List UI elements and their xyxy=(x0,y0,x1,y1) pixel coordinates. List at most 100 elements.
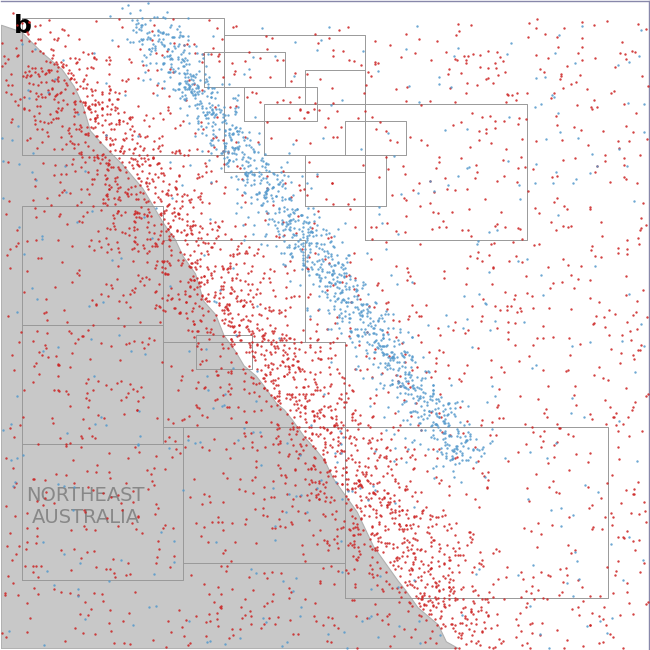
Point xyxy=(410,534,421,544)
Point xyxy=(185,282,195,293)
Point xyxy=(414,33,424,44)
Point xyxy=(219,400,229,410)
Point xyxy=(271,424,281,434)
Point xyxy=(332,363,342,374)
Point xyxy=(261,157,272,168)
Point xyxy=(256,153,266,164)
Point xyxy=(341,396,352,407)
Point xyxy=(344,326,355,337)
Point xyxy=(466,606,476,617)
Point xyxy=(125,111,135,122)
Point xyxy=(221,444,231,454)
Point xyxy=(192,82,203,92)
Point xyxy=(206,92,216,102)
Point xyxy=(434,411,444,422)
Point xyxy=(168,231,178,242)
Point xyxy=(0,57,10,68)
Point xyxy=(25,70,36,81)
Point xyxy=(70,623,80,634)
Point xyxy=(307,355,318,365)
Point xyxy=(330,420,341,430)
Point xyxy=(135,153,146,163)
Point xyxy=(394,587,404,597)
Point xyxy=(18,287,29,297)
Point xyxy=(233,240,243,251)
Point xyxy=(415,601,426,611)
Point xyxy=(49,170,60,181)
Point xyxy=(280,469,290,480)
Point xyxy=(294,105,305,115)
Point xyxy=(184,59,194,70)
Point xyxy=(531,136,541,146)
Point xyxy=(332,105,343,116)
Point xyxy=(416,380,426,390)
Point xyxy=(165,220,176,231)
Point xyxy=(348,194,359,205)
Point xyxy=(222,157,233,168)
Point xyxy=(85,107,96,117)
Point xyxy=(491,176,502,187)
Point xyxy=(283,242,294,253)
Point xyxy=(149,135,159,146)
Point xyxy=(216,281,226,291)
Point xyxy=(439,410,449,420)
Point xyxy=(74,64,85,74)
Point xyxy=(150,238,161,248)
Point xyxy=(592,161,603,171)
Point xyxy=(419,567,430,577)
Point xyxy=(66,565,76,575)
Point xyxy=(401,211,411,222)
Point xyxy=(372,486,382,497)
Point xyxy=(121,339,131,350)
Point xyxy=(2,250,12,260)
Point xyxy=(257,612,268,623)
Point xyxy=(443,68,454,79)
Point xyxy=(280,305,290,315)
Point xyxy=(61,385,72,396)
Point xyxy=(259,303,270,313)
Point xyxy=(230,109,240,120)
Point xyxy=(183,431,193,441)
Point xyxy=(195,190,205,201)
Point xyxy=(384,608,394,619)
Point xyxy=(602,562,612,573)
Point xyxy=(621,53,632,64)
Point xyxy=(444,480,454,491)
Point xyxy=(266,326,277,336)
Point xyxy=(56,105,66,115)
Point xyxy=(186,258,196,268)
Point xyxy=(250,354,260,365)
Point xyxy=(419,387,430,398)
Point xyxy=(227,263,238,273)
Point xyxy=(370,512,381,522)
Point xyxy=(377,493,387,504)
Point xyxy=(268,181,278,192)
Point xyxy=(31,235,41,246)
Point xyxy=(352,519,362,529)
Point xyxy=(97,103,107,113)
Point xyxy=(312,45,322,55)
Point xyxy=(86,206,97,216)
Point xyxy=(293,402,304,413)
Point xyxy=(188,271,198,281)
Point xyxy=(237,220,248,230)
Point xyxy=(205,140,216,150)
Point xyxy=(629,127,639,137)
Point xyxy=(574,610,584,620)
Point xyxy=(183,48,194,58)
Point xyxy=(5,528,15,538)
Point xyxy=(365,560,375,570)
Point xyxy=(196,343,206,354)
Point xyxy=(624,598,634,608)
Point xyxy=(337,95,347,105)
Point xyxy=(341,388,351,398)
Point xyxy=(196,188,206,199)
Point xyxy=(480,623,490,633)
Point xyxy=(371,463,382,473)
Point xyxy=(103,184,114,194)
Point xyxy=(69,118,79,129)
Point xyxy=(544,643,554,650)
Point xyxy=(311,255,322,266)
Point xyxy=(638,285,649,295)
Point xyxy=(148,12,159,23)
